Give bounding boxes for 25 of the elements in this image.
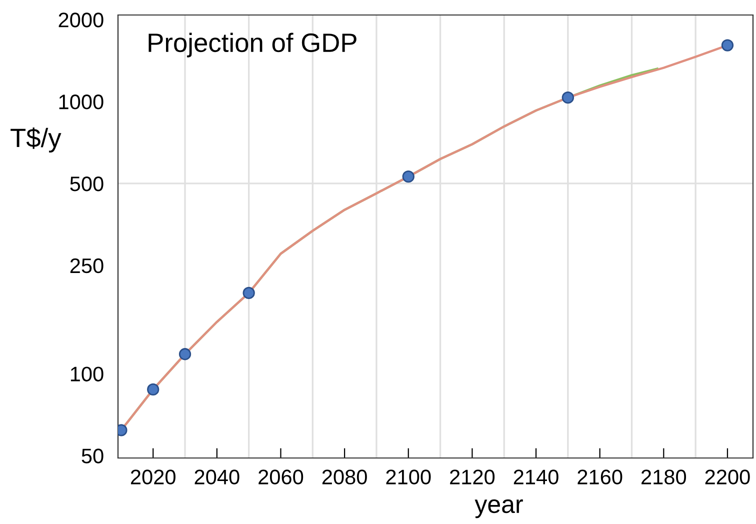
- point: [147, 383, 160, 396]
- point: [178, 348, 192, 360]
- point: [721, 39, 734, 52]
- x-tick-label: 2100: [386, 470, 431, 484]
- text: Projection of GDP: [148, 32, 356, 58]
- y-tick-label: 50: [82, 448, 104, 464]
- y-axis-title: T$/y: [10, 127, 62, 153]
- y-tick-label: 250: [70, 258, 104, 274]
- x-tick-label: 2200: [705, 470, 750, 484]
- point: [242, 286, 255, 300]
- x-tick-label: 2160: [578, 470, 622, 484]
- x-tick-label: 2040: [194, 470, 240, 484]
- x-tick-label: 2180: [642, 470, 686, 484]
- x-tick-label: 2120: [450, 470, 495, 484]
- x-tick-label: 2080: [322, 470, 367, 484]
- y-tick-label: 100: [70, 366, 104, 382]
- point: [402, 170, 414, 183]
- x-axis-title: year: [474, 499, 523, 518]
- x-tick-label: 2060: [258, 470, 304, 484]
- x-tick-label: 2140: [514, 470, 558, 484]
- y-tick-label: 500: [70, 176, 104, 192]
- point: [562, 92, 574, 104]
- y-tick-label: 2000: [58, 12, 104, 28]
- y-tick-label: 1000: [59, 94, 104, 110]
- x-tick-label: 2020: [130, 470, 176, 484]
